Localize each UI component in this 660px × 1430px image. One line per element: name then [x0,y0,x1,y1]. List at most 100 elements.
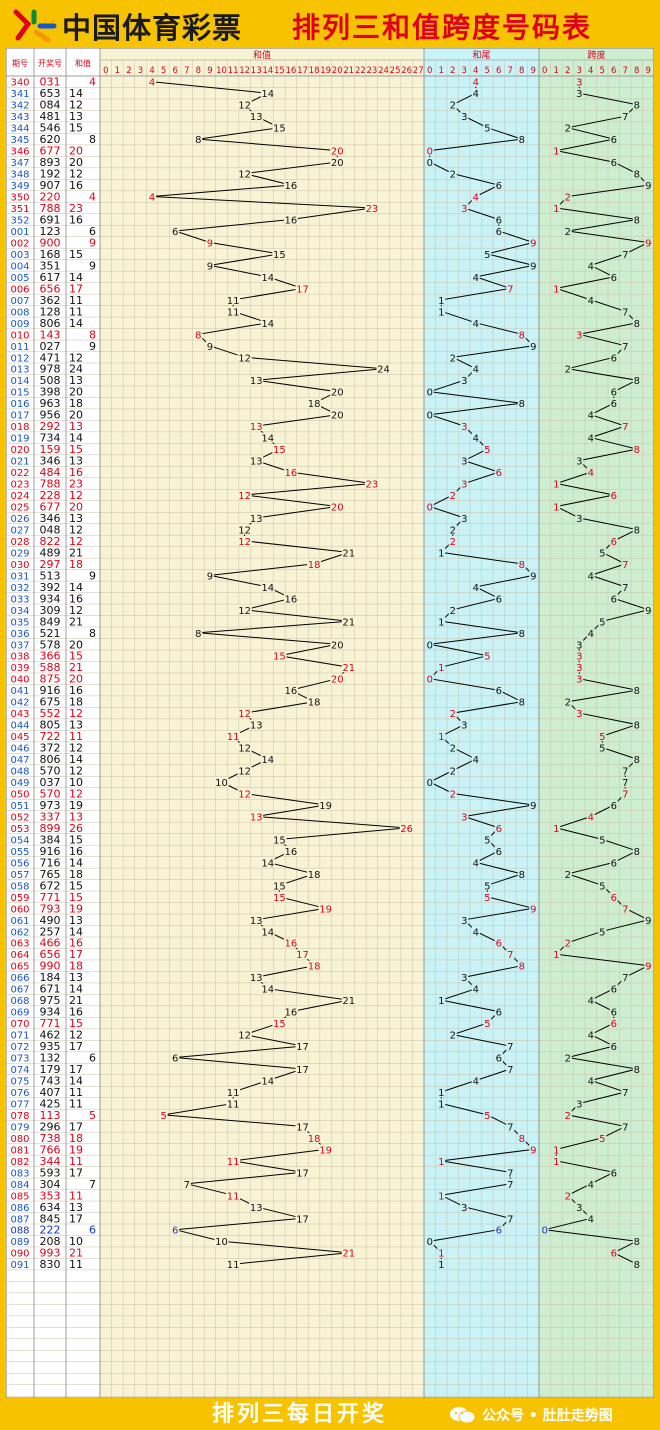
tail-point-label: 2 [450,525,456,536]
sum-point-bg [249,972,264,983]
draw-cell: 490 [40,914,61,927]
tail-point-label: 2 [450,744,456,755]
span-point-bg [575,650,584,661]
sum-point-bg [272,891,287,902]
draw-cell: 973 [40,799,61,812]
draw-cell: 656 [40,282,61,295]
span-point-label: 1 [553,503,559,514]
issue-cell: 050 [10,790,29,801]
sum-point-bg [295,1167,310,1178]
draw-cell: 407 [40,1086,61,1099]
sum-point-label: 14 [261,89,274,100]
tail-tick-label: 3 [462,66,467,76]
issue-cell: 027 [10,525,29,536]
sum-point-bg [295,1064,310,1075]
sum-cell: 11 [69,1258,83,1271]
span-point-bg [598,880,607,891]
sum-cell: 4 [89,76,96,89]
sum-point-label: 15 [273,881,286,892]
tail-point-label: 2 [450,353,456,364]
span-point-bg [609,398,618,409]
sum-point-bg [341,547,356,558]
span-point-bg [575,512,584,523]
tail-point-label: 1 [438,1088,444,1099]
sum-point-bg [226,294,241,305]
tail-point-label: 0 [427,388,433,399]
span-point-label: 5 [599,744,605,755]
sum-point-label: 17 [296,950,309,961]
sum-point-label: 19 [319,1145,332,1156]
sum-cell: 8 [89,133,96,146]
tail-point-bg [517,558,526,569]
span-point-label: 7 [622,778,628,789]
sum-cell: 15 [69,891,83,904]
draw-cell: 372 [40,742,61,755]
tail-point-bg [448,524,457,535]
tail-point-bg [483,1109,492,1120]
draw-cell: 346 [40,512,61,525]
span-point-bg [575,1201,584,1212]
sum-cell: 20 [69,501,83,514]
tail-point-label: 1 [438,1249,444,1260]
tail-point-label: 3 [461,112,467,123]
sum-point-bg [249,1201,264,1212]
sum-cell: 12 [69,765,83,778]
span-point-label: 4 [588,1214,594,1225]
sum-point-bg [237,352,252,363]
tail-point-bg [460,914,469,925]
tail-point-bg [425,145,434,156]
span-point-bg [575,708,584,719]
sum-point-label: 18 [308,1134,321,1145]
tail-point-label: 7 [507,1122,513,1133]
span-point-label: 5 [599,835,605,846]
tail-point-label: 1 [438,1191,444,1202]
draw-cell: 489 [40,546,61,559]
span-point-label: 4 [588,1031,594,1042]
issue-cell: 349 [10,181,29,192]
tail-tick-label: 4 [473,66,478,76]
sum-tick-label: 25 [390,66,401,76]
span-point-label: 7 [622,790,628,801]
draw-cell: 128 [40,305,61,318]
tail-point-bg [529,260,538,271]
sum-cell: 14 [69,432,83,445]
sum-point-label: 26 [400,824,413,835]
tail-point-bg [517,134,526,145]
sum-point-label: 11 [227,1191,240,1202]
sum-point-label: 8 [195,135,201,146]
issue-cell: 032 [10,583,29,594]
span-point-label: 6 [611,1168,617,1179]
sum-point-bg [307,1132,322,1143]
issue-cell: 069 [10,1008,29,1019]
tail-point-label: 4 [473,89,479,100]
sum-point-label: 12 [238,353,251,364]
issue-cell: 088 [10,1226,29,1237]
sum-point-label: 16 [285,686,298,697]
sum-cell: 15 [69,650,83,663]
sum-point-bg [283,593,298,604]
draw-cell: 672 [40,879,61,892]
span-point-bg [632,375,641,386]
sum-point-bg [237,708,252,719]
sum-point-label: 14 [261,319,274,330]
tail-point-bg [517,868,526,879]
issue-cell: 340 [10,78,29,89]
tail-point-label: 6 [496,181,502,192]
span-point-bg [632,524,641,535]
span-point-label: 6 [611,388,617,399]
issue-cell: 019 [10,434,29,445]
sum-tick-label: 6 [173,66,178,76]
draw-cell: 192 [40,168,61,181]
sum-point-bg [330,157,345,168]
span-point-bg [632,719,641,730]
draw-cell: 292 [40,420,61,433]
span-point-label: 4 [588,296,594,307]
tail-point-bg [529,570,538,581]
draw-cell: 845 [40,1212,61,1225]
span-point-label: 6 [611,858,617,869]
span-point-label: 6 [611,1008,617,1019]
draw-cell: 993 [40,1247,61,1260]
sum-point-bg [237,490,252,501]
sum-point-bg [226,1155,241,1166]
